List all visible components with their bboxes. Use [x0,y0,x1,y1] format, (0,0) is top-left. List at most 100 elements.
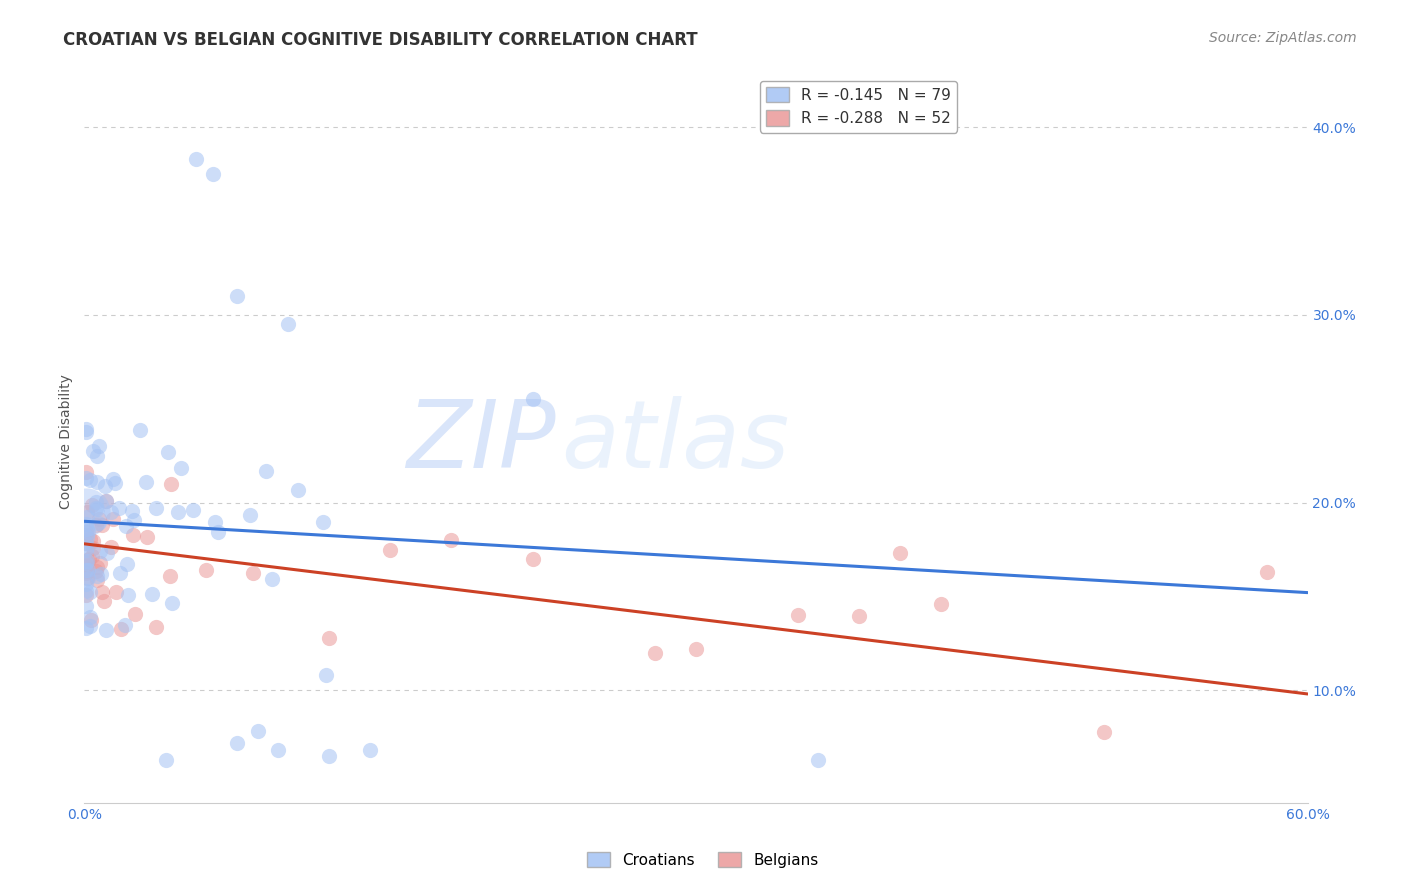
Legend: R = -0.145   N = 79, R = -0.288   N = 52: R = -0.145 N = 79, R = -0.288 N = 52 [761,80,957,133]
Point [104,475,127,490]
Point [848,609,870,624]
Point [110,622,132,636]
Point [107,500,129,515]
Point [90,585,112,599]
Text: CROATIAN VS BELGIAN COGNITIVE DISABILITY CORRELATION CHART: CROATIAN VS BELGIAN COGNITIVE DISABILITY… [63,31,697,49]
Point [685,641,707,656]
Point [94,478,117,492]
Point [141,587,163,601]
Point [135,475,157,490]
Point [129,423,152,437]
Legend: Croatians, Belgians: Croatians, Belgians [581,846,825,873]
Point [75,589,97,603]
Point [181,503,204,517]
Point [75,576,97,591]
Point [75,563,97,577]
Point [226,289,249,303]
Point [75,505,97,519]
Point [76,564,98,578]
Point [1256,565,1278,579]
Point [96,494,118,508]
Point [75,465,97,479]
Point [100,540,122,554]
Point [79,610,101,624]
Point [124,607,146,621]
Point [267,743,290,757]
Point [380,543,402,558]
Point [75,536,97,550]
Point [76,505,98,519]
Point [75,425,97,440]
Point [522,552,544,566]
Point [75,536,97,550]
Point [86,574,108,588]
Point [104,585,127,599]
Point [84,495,107,509]
Point [167,505,190,519]
Point [1092,725,1115,739]
Point [76,571,98,585]
Point [315,668,337,682]
Point [194,564,217,578]
Point [75,422,97,436]
Point [159,569,181,583]
Text: Source: ZipAtlas.com: Source: ZipAtlas.com [1209,31,1357,45]
Point [114,617,136,632]
Point [160,596,183,610]
Point [75,516,97,531]
Point [79,473,101,487]
Point [77,563,100,577]
Text: atlas: atlas [561,396,790,487]
Point [226,736,249,750]
Point [239,508,262,522]
Point [312,515,335,529]
Point [76,530,98,544]
Point [86,559,108,574]
Point [889,546,911,560]
Point [318,748,340,763]
Point [75,556,97,570]
Point [644,646,666,660]
Point [787,608,810,623]
Point [75,584,97,599]
Point [160,476,183,491]
Point [80,498,103,512]
Point [82,444,104,458]
Point [207,524,229,539]
Point [100,505,122,519]
Point [75,599,97,613]
Point [75,471,97,485]
Point [76,522,98,536]
Point [318,632,340,646]
Point [75,525,97,540]
Point [86,501,108,516]
Point [440,533,463,547]
Point [170,460,193,475]
Point [84,501,107,516]
Y-axis label: Cognitive Disability: Cognitive Disability [59,374,73,509]
Point [82,541,104,555]
Point [93,594,115,608]
Point [242,566,264,580]
Point [86,564,108,578]
Point [79,532,101,546]
Point [277,318,299,332]
Point [121,503,143,517]
Point [96,623,118,637]
Point [89,439,111,453]
Point [96,546,118,560]
Point [77,571,100,585]
Point [75,621,97,635]
Point [359,743,381,757]
Point [122,527,145,541]
Point [156,444,179,458]
Point [155,753,177,767]
Point [75,543,97,558]
Point [89,557,111,571]
Point [204,516,226,530]
Text: ZIP: ZIP [406,396,555,487]
Point [145,620,167,634]
Point [254,464,277,478]
Point [115,557,138,571]
Point [246,724,269,739]
